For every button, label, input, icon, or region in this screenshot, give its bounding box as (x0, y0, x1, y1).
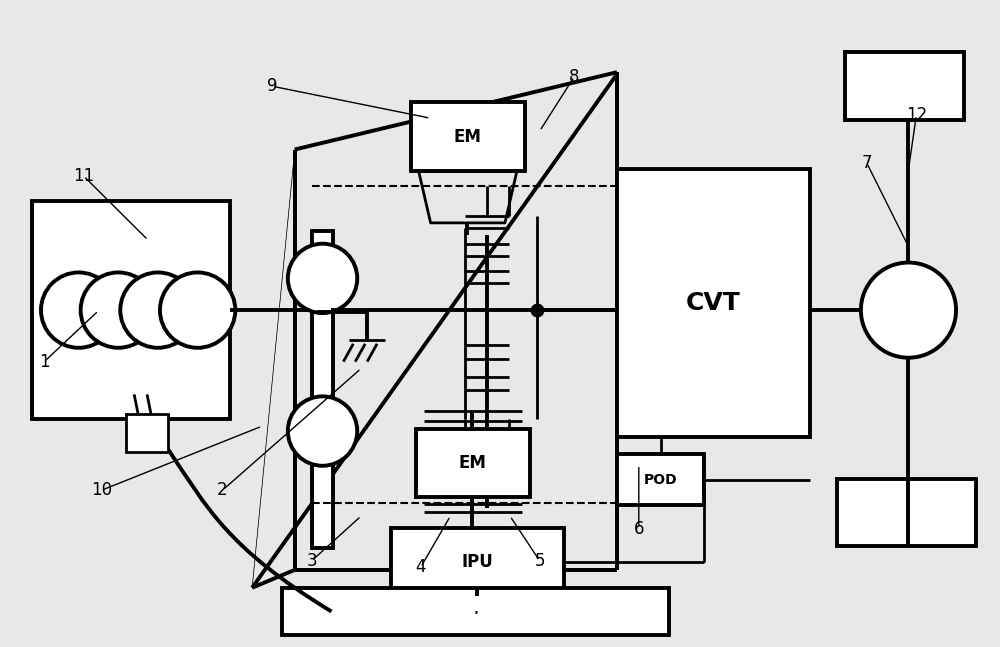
Circle shape (41, 272, 116, 348)
Text: IPU: IPU (461, 553, 493, 571)
Circle shape (861, 263, 956, 358)
Circle shape (288, 397, 357, 466)
Bar (32, 201, 230, 419)
Bar (617, 170, 810, 437)
Text: 4: 4 (415, 558, 426, 576)
Bar (126, 414, 168, 452)
Text: CVT: CVT (686, 291, 741, 315)
Bar (411, 102, 525, 171)
Bar (416, 429, 530, 496)
Text: 11: 11 (73, 167, 94, 185)
Text: 8: 8 (569, 67, 580, 85)
Text: 3: 3 (306, 552, 317, 570)
Text: 6: 6 (634, 520, 644, 538)
Text: 2: 2 (217, 481, 228, 499)
Text: 5: 5 (534, 552, 545, 570)
Text: POD: POD (644, 473, 677, 487)
Text: 9: 9 (267, 77, 277, 95)
Text: EM: EM (453, 127, 481, 146)
Text: 12: 12 (906, 106, 927, 124)
Text: 10: 10 (91, 481, 112, 499)
Bar (617, 454, 704, 505)
Text: 1: 1 (39, 353, 49, 371)
Bar (312, 231, 333, 548)
Text: EM: EM (458, 454, 486, 472)
Bar (837, 479, 976, 546)
Circle shape (81, 272, 156, 348)
Bar (282, 587, 669, 635)
Circle shape (288, 244, 357, 313)
Circle shape (120, 272, 196, 348)
Text: 7: 7 (862, 154, 872, 172)
Bar (391, 528, 564, 596)
Bar (845, 52, 964, 120)
Circle shape (160, 272, 235, 348)
